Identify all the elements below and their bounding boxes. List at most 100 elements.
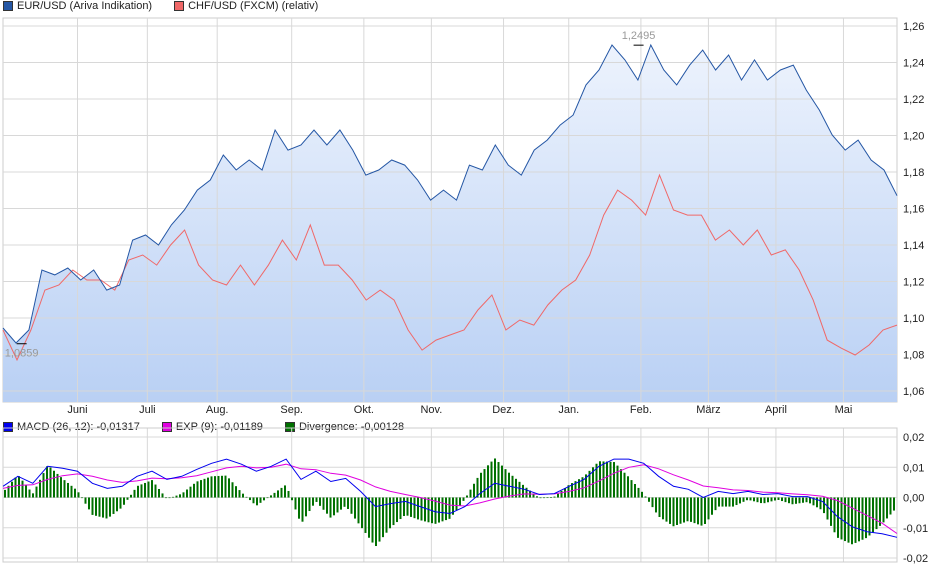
divergence-bar [119, 497, 122, 509]
y-tick-label: -0,02 [903, 553, 928, 565]
divergence-bar [417, 497, 419, 520]
divergence-bar [693, 497, 696, 524]
divergence-bar [420, 497, 423, 521]
divergence-bar [252, 497, 255, 504]
divergence-bar [606, 461, 608, 498]
eurusd-line [2, 43, 898, 344]
divergence-bar [739, 497, 741, 504]
divergence-bar [399, 497, 402, 520]
divergence-bar [280, 487, 283, 498]
divergence-bar [77, 492, 80, 498]
divergence-bar [655, 497, 657, 513]
divergence-bar [196, 481, 199, 498]
divergence-bar [714, 497, 717, 511]
divergence-bar [357, 497, 360, 524]
divergence-bar [480, 472, 482, 498]
legend-label: EUR/USD (Ariva Indikation) [17, 0, 153, 12]
divergence-bar [322, 497, 325, 510]
divergence-bar [490, 461, 493, 498]
legend-label: CHF/USD (FXCM) (relativ) [188, 0, 319, 12]
divergence-bar [445, 497, 447, 521]
divergence-bar [291, 497, 293, 501]
main-legend: EUR/USD (Ariva Indikation) CHF/USD (FXCM… [3, 0, 318, 12]
divergence-bar [690, 497, 692, 522]
divergence-bar [854, 497, 857, 543]
divergence-bar [46, 466, 48, 498]
legend-label: EXP (9): -0,01189 [175, 421, 263, 433]
divergence-bar [872, 497, 874, 533]
divergence-bar [662, 497, 664, 520]
y-tick-label: -0,01 [903, 523, 928, 535]
divergence-bar [126, 497, 129, 500]
divergence-bar [242, 493, 244, 498]
divergence-bar [795, 497, 797, 504]
divergence-bar [476, 477, 479, 498]
divergence-bar [147, 481, 150, 498]
divergence-bar [53, 470, 55, 498]
x-tick-label: Okt. [354, 404, 374, 416]
divergence-bar [70, 485, 73, 498]
divergence-bar [25, 485, 27, 498]
divergence-bar [746, 497, 748, 501]
y-tick-label: 0,02 [903, 432, 924, 444]
divergence-bar [592, 467, 594, 498]
legend-eurusd: EUR/USD (Ariva Indikation) [3, 0, 152, 12]
divergence-bar [616, 465, 619, 498]
legend-label: Divergence: -0,00128 [298, 421, 405, 433]
divergence-bar [189, 486, 192, 498]
divergence-bar [515, 478, 517, 498]
divergence-bar [161, 493, 164, 498]
legend-exp: EXP (9): -0,01189 [161, 421, 263, 433]
divergence-bar [235, 486, 237, 498]
divergence-bar [833, 497, 836, 533]
divergence-bar [32, 493, 34, 498]
x-tick-label: März [696, 404, 720, 416]
divergence-bar [781, 497, 783, 502]
divergence-bar [102, 497, 104, 518]
divergence-bar [623, 472, 626, 498]
divergence-bar [588, 470, 591, 498]
x-tick-label: Feb. [630, 404, 652, 416]
divergence-bar [728, 497, 731, 507]
macd-legend: MACD (26, 12): -0,01317 EXP (9): -0,0118… [3, 421, 404, 433]
divergence-bar [375, 497, 377, 547]
divergence-bar [879, 497, 881, 526]
divergence-bar [382, 497, 384, 538]
macd-plot-area [2, 427, 898, 563]
divergence-bar [207, 477, 209, 498]
divergence-bar [725, 497, 727, 507]
y-tick-label: 1,22 [903, 94, 924, 106]
divergence-bar [756, 497, 759, 503]
divergence-bar [504, 469, 507, 498]
divergence-bar [767, 497, 769, 503]
divergence-bar [301, 497, 304, 522]
divergence-bar [886, 497, 888, 519]
divergence-bar [154, 484, 157, 498]
divergence-bar [644, 496, 647, 498]
divergence-bar [641, 491, 643, 498]
legend-swatch [284, 422, 295, 432]
legend-swatch [161, 422, 172, 432]
divergence-bar [840, 497, 843, 540]
divergence-bar [175, 495, 178, 498]
divergence-bar [49, 467, 52, 498]
x-tick-label: Juni [67, 404, 87, 416]
divergence-bar [28, 489, 31, 498]
divergence-bar [294, 497, 297, 510]
divergence-bar [830, 497, 832, 526]
divergence-bar [648, 497, 650, 502]
divergence-bar [539, 497, 542, 499]
divergence-bar [63, 480, 66, 498]
divergence-bar [889, 497, 892, 515]
divergence-bar [805, 497, 808, 503]
divergence-bar [809, 497, 811, 504]
divergence-bar [847, 497, 850, 543]
y-tick-label: 1,24 [903, 58, 924, 70]
divergence-bar [763, 497, 766, 504]
divergence-bar [88, 497, 90, 510]
divergence-bar [186, 489, 188, 498]
divergence-bar [340, 497, 342, 510]
divergence-bar [364, 497, 367, 533]
y-tick-label: 1,06 [903, 386, 924, 398]
divergence-bar [424, 497, 426, 522]
